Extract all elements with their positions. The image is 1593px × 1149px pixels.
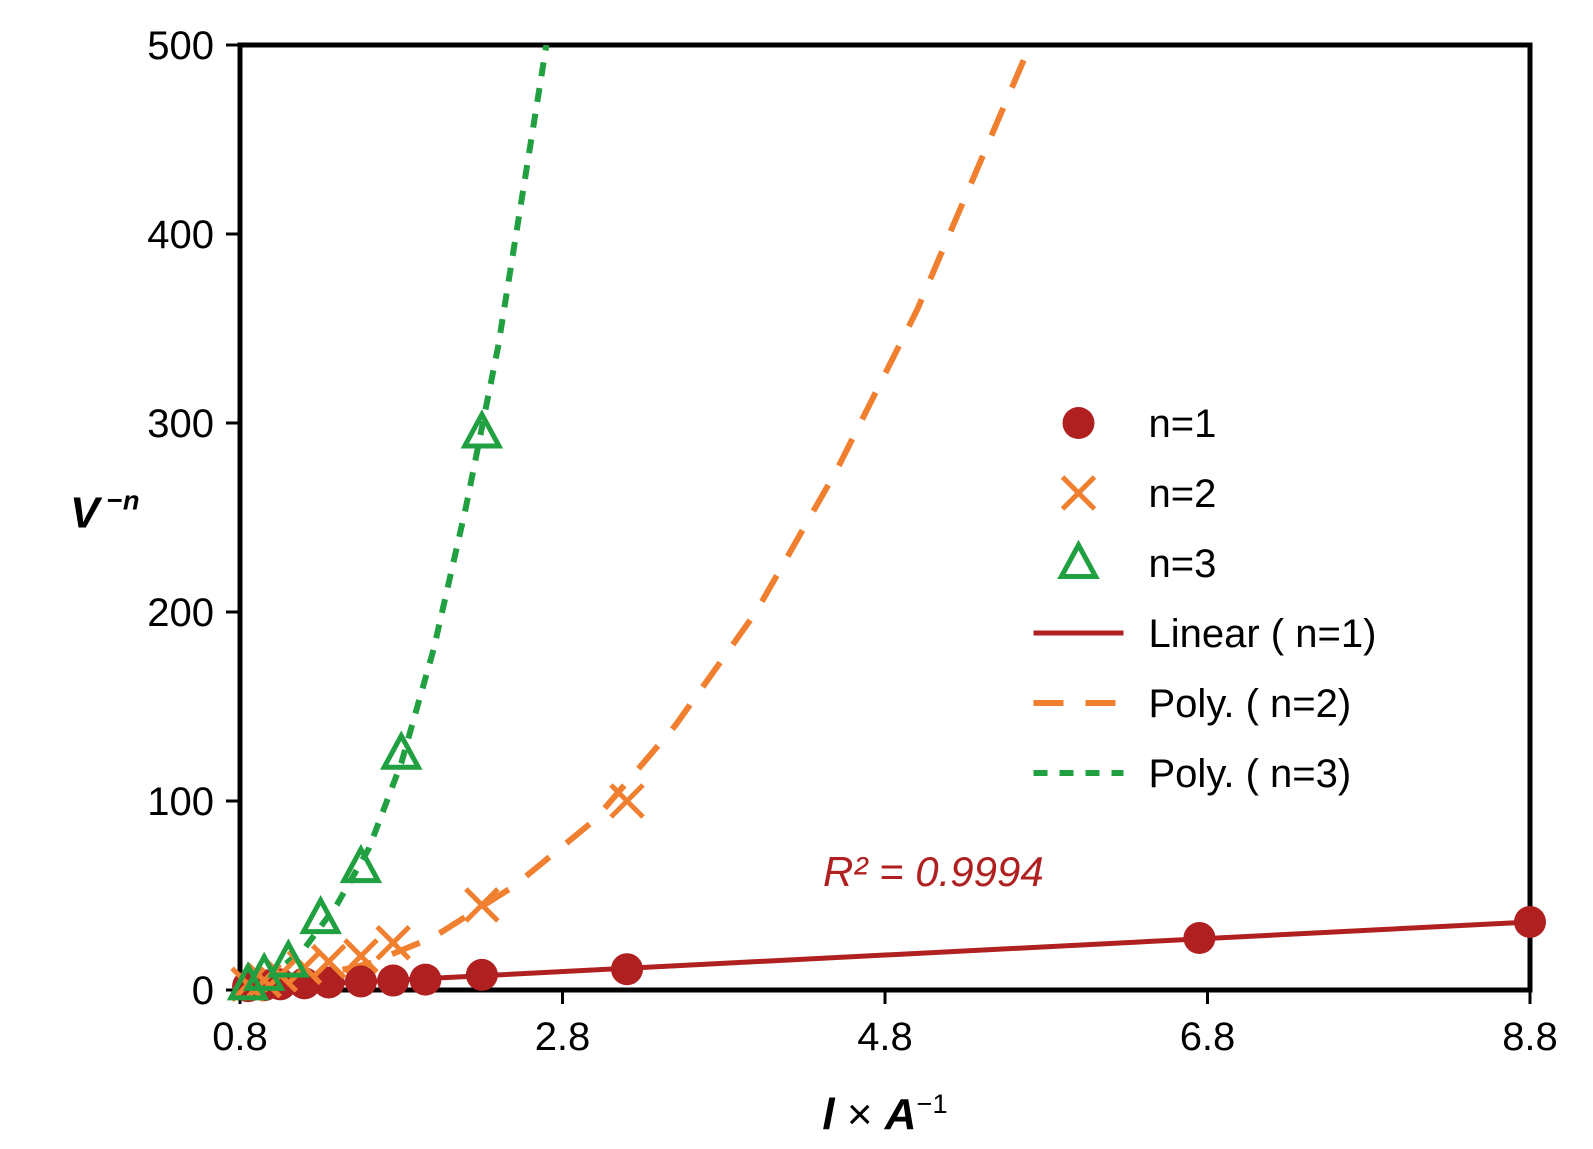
y-tick-label: 300 bbox=[147, 402, 214, 446]
legend-label: Poly. ( n=3) bbox=[1149, 752, 1352, 796]
legend-label: Poly. ( n=2) bbox=[1149, 682, 1352, 726]
data-point bbox=[377, 965, 409, 997]
x-tick-label: 2.8 bbox=[535, 1015, 591, 1059]
data-point bbox=[1514, 906, 1546, 938]
y-tick-label: 200 bbox=[147, 591, 214, 635]
data-point bbox=[466, 959, 498, 991]
y-tick-label: 0 bbox=[192, 969, 214, 1013]
legend-label: Linear ( n=1) bbox=[1149, 612, 1377, 656]
data-point bbox=[1183, 922, 1215, 954]
legend-label: n=3 bbox=[1149, 542, 1217, 586]
data-point bbox=[409, 964, 441, 996]
legend-label: n=1 bbox=[1149, 402, 1217, 446]
data-point bbox=[1063, 407, 1095, 439]
y-tick-label: 400 bbox=[147, 213, 214, 257]
chart-svg: 0.82.84.86.88.80100200300400500l × A−1V … bbox=[0, 0, 1593, 1149]
r-squared-annotation: R² = 0.9994 bbox=[823, 848, 1044, 895]
x-tick-label: 0.8 bbox=[212, 1015, 268, 1059]
y-tick-label: 100 bbox=[147, 780, 214, 824]
x-tick-label: 4.8 bbox=[857, 1015, 913, 1059]
x-tick-label: 8.8 bbox=[1502, 1015, 1558, 1059]
data-point bbox=[611, 953, 643, 985]
x-tick-label: 6.8 bbox=[1180, 1015, 1236, 1059]
legend-label: n=2 bbox=[1149, 472, 1217, 516]
chart-container: 0.82.84.86.88.80100200300400500l × A−1V … bbox=[0, 0, 1593, 1149]
y-tick-label: 500 bbox=[147, 24, 214, 68]
